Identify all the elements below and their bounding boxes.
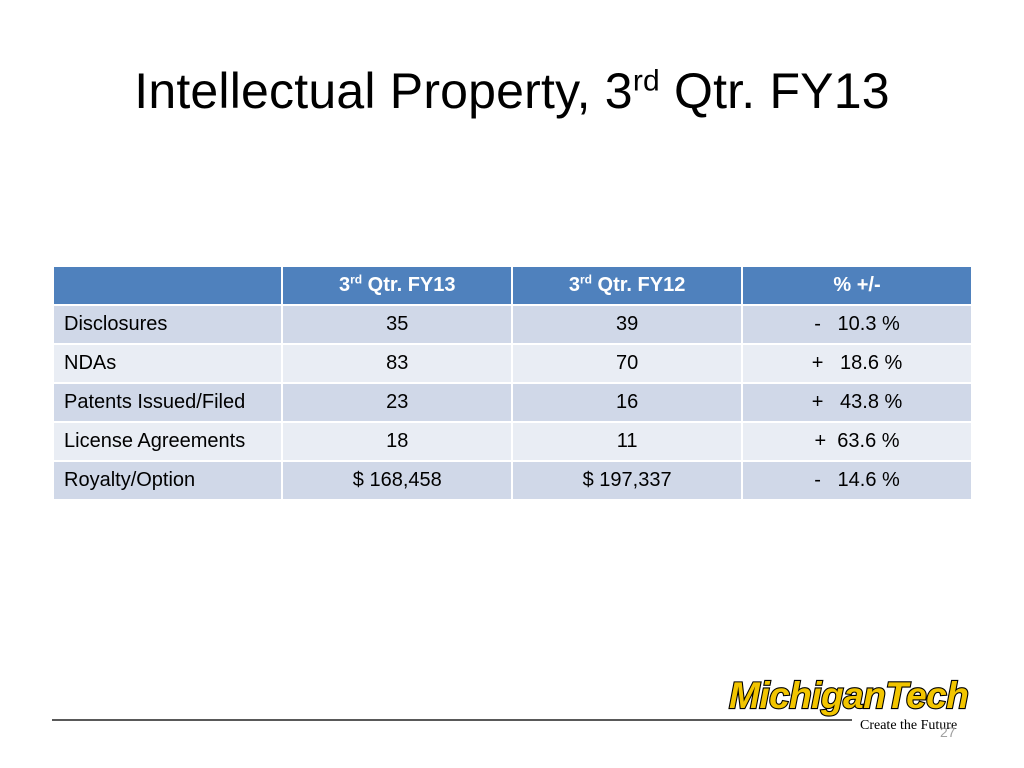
fy12-value: $ 197,337 xyxy=(511,460,743,501)
row-label: License Agreements xyxy=(51,421,284,462)
header-cell-fy12: 3rd Qtr. FY12 xyxy=(511,265,743,306)
ip-data-table: 3rd Qtr. FY13 3rd Qtr. FY12 % +/- Disclo… xyxy=(51,265,973,501)
table-row: Disclosures 35 39 - 10.3 % xyxy=(51,304,973,345)
footer-divider xyxy=(52,719,852,721)
row-label: Patents Issued/Filed xyxy=(51,382,284,423)
header-cell-change: % +/- xyxy=(741,265,973,306)
svg-text:MichiganTech: MichiganTech xyxy=(729,675,968,716)
fy13-value: 18 xyxy=(281,421,514,462)
row-label: Disclosures xyxy=(51,304,284,345)
svg-text:Create the Future: Create the Future xyxy=(860,718,957,733)
change-value: - 10.3 % xyxy=(741,304,973,345)
fy12-value: 16 xyxy=(511,382,743,423)
slide-title: Intellectual Property, 3rd Qtr. FY13 xyxy=(134,63,890,119)
fy13-value: 83 xyxy=(281,343,514,384)
fy13-value: 23 xyxy=(281,382,514,423)
fy13-value: $ 168,458 xyxy=(281,460,514,501)
row-label: Royalty/Option xyxy=(51,460,284,501)
table-row: Patents Issued/Filed 23 16 + 43.8 % xyxy=(51,382,973,423)
header-cell-blank xyxy=(51,265,284,306)
fy12-value: 39 xyxy=(511,304,743,345)
row-label: NDAs xyxy=(51,343,284,384)
fy13-value: 35 xyxy=(281,304,514,345)
table-row: License Agreements 18 11 + 63.6 % xyxy=(51,421,973,462)
fy12-value: 70 xyxy=(511,343,743,384)
fy12-value: 11 xyxy=(511,421,743,462)
header-cell-fy13: 3rd Qtr. FY13 xyxy=(281,265,514,306)
change-value: - 14.6 % xyxy=(741,460,973,501)
table-row: NDAs 83 70 + 18.6 % xyxy=(51,343,973,384)
change-value: + 18.6 % xyxy=(741,343,973,384)
change-value: + 63.6 % xyxy=(741,421,973,462)
slide-number: 27 xyxy=(940,724,956,740)
table-header-row: 3rd Qtr. FY13 3rd Qtr. FY12 % +/- xyxy=(51,265,973,306)
table-row: Royalty/Option $ 168,458 $ 197,337 - 14.… xyxy=(51,460,973,501)
change-value: + 43.8 % xyxy=(741,382,973,423)
michigan-tech-logo: MichiganTech Create the Future xyxy=(728,674,970,733)
